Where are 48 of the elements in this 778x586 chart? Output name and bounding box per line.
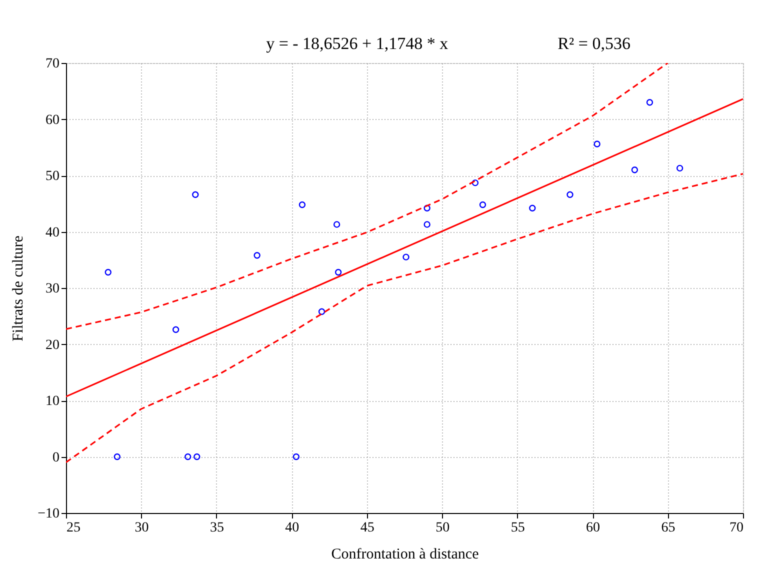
line-series [66, 63, 669, 330]
point [479, 201, 486, 208]
point [594, 140, 600, 148]
point [529, 204, 536, 212]
point [424, 221, 430, 228]
x-tick-label: 45 [360, 520, 374, 536]
point [192, 191, 199, 198]
point [292, 453, 300, 460]
point [402, 254, 410, 260]
y-tick-label: 50 [46, 169, 60, 184]
point [646, 99, 654, 106]
point [114, 453, 120, 460]
x-tick-label: 60 [586, 520, 600, 536]
x-tick-label: 55 [510, 520, 525, 536]
point [566, 191, 574, 198]
x-tick-label: 40 [285, 520, 300, 536]
x-tick-label: 65 [661, 520, 676, 536]
point [334, 268, 342, 276]
line-series [66, 173, 743, 464]
text: R² = 0,536 [558, 34, 630, 53]
point [184, 453, 192, 460]
point [254, 252, 260, 259]
point [333, 221, 340, 228]
y-tick-label: 30 [46, 282, 60, 296]
y-tick-label: 20 [46, 338, 60, 353]
point [104, 268, 112, 276]
point [472, 179, 479, 186]
point [631, 166, 638, 174]
y-tick-label: −10 [38, 506, 60, 522]
y-tick-label: 60 [46, 112, 60, 128]
y-tick-label: 0 [52, 450, 60, 466]
y-tick-label: 40 [46, 225, 60, 240]
point [318, 308, 326, 315]
x-tick-label: 35 [210, 520, 224, 536]
chart-title: y = - 18,6526 + 1,1748 * x [266, 34, 449, 53]
y-axis-title: Filtrats de culture [10, 235, 27, 342]
point [298, 201, 306, 208]
x-axis-title: Confrontation à distance [331, 546, 480, 562]
x-tick-label: 30 [134, 520, 149, 536]
point [424, 204, 430, 212]
x-tick-label: 25 [66, 520, 80, 536]
point [194, 453, 200, 460]
y-tick-label: 10 [46, 394, 60, 409]
y-tick-label: 70 [46, 56, 60, 72]
point [172, 326, 180, 333]
x-tick-label: 50 [436, 520, 450, 536]
x-tick-label: 70 [730, 520, 744, 536]
point [676, 164, 684, 172]
